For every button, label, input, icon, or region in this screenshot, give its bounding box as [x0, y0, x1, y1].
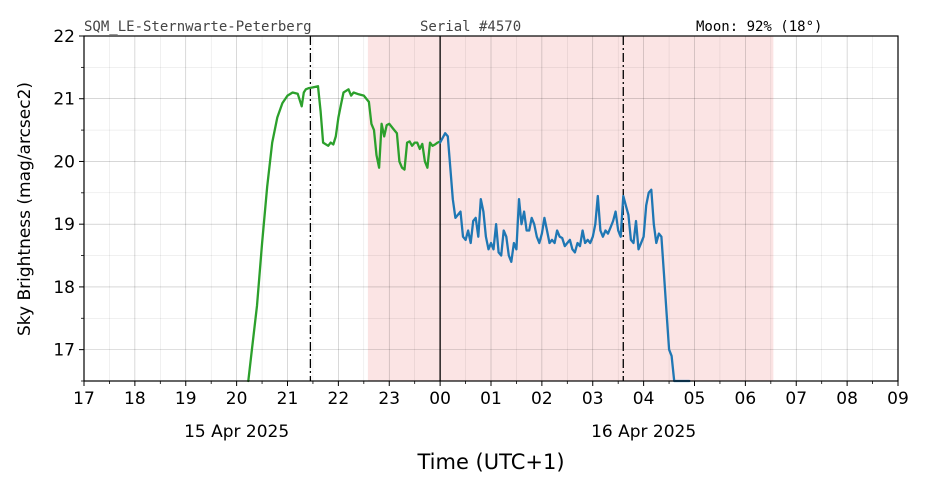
y-tick-label: 21 [53, 90, 75, 110]
x-tick-label: 20 [226, 389, 248, 409]
x-tick-label: 21 [277, 389, 299, 409]
x-axis-label: Time (UTC+1) [416, 450, 564, 474]
y-tick-label: 20 [53, 152, 75, 172]
x-tick-label: 18 [124, 389, 146, 409]
x-tick-label: 19 [175, 389, 197, 409]
x-tick-label: 05 [684, 389, 706, 409]
x-tick-label: 22 [328, 389, 350, 409]
x-tick-label: 02 [531, 389, 553, 409]
header-serial: Serial #4570 [420, 19, 521, 35]
date-label: 15 Apr 2025 [184, 422, 289, 442]
x-tick-label: 17 [73, 389, 95, 409]
y-tick-label: 17 [53, 341, 75, 361]
date-label: 16 Apr 2025 [591, 422, 696, 442]
x-tick-label: 04 [633, 389, 655, 409]
x-tick-label: 03 [582, 389, 604, 409]
grid [83, 35, 899, 382]
x-tick-label: 08 [836, 389, 858, 409]
x-tick-label: 23 [378, 389, 400, 409]
shaded-region [367, 36, 774, 381]
y-axis-label: Sky Brightness (mag/arcsec2) [15, 82, 35, 336]
twilight-shading [367, 36, 774, 381]
x-tick-label: 00 [429, 389, 451, 409]
series-line [247, 85, 442, 383]
x-tick-label: 07 [785, 389, 807, 409]
y-tick-label: 22 [53, 27, 75, 47]
header-station: SQM_LE-Sternwarte-Peterberg [84, 19, 312, 35]
y-tick-label: 19 [53, 215, 75, 235]
axis-ticks: 17 18 19 20 21 22 23 00 01 02 03 04 05 06 07 08 09 15 Apr… [53, 27, 908, 442]
y-tick-label: 18 [53, 278, 75, 298]
x-tick-label: 09 [887, 389, 909, 409]
series-line [438, 132, 691, 383]
series-lines [247, 85, 691, 383]
x-tick-label: 01 [480, 389, 502, 409]
x-tick-label: 06 [735, 389, 757, 409]
header-moon: Moon: 92% (18°) [696, 19, 822, 35]
